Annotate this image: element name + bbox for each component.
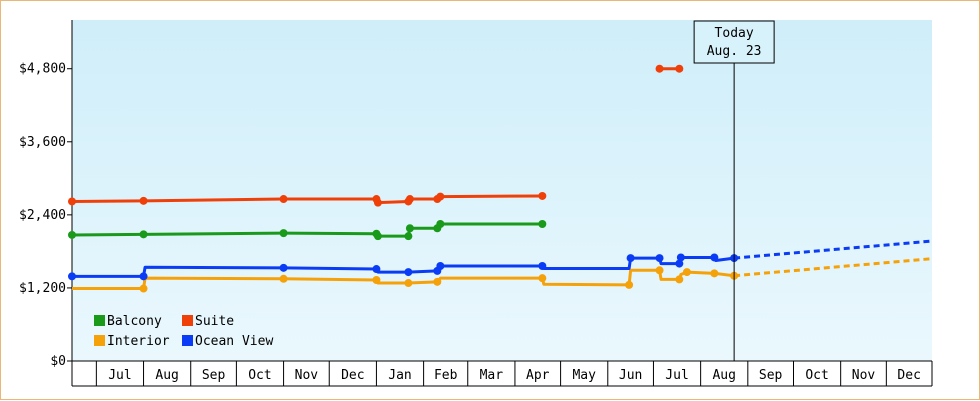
legend-label: Suite: [195, 314, 234, 329]
data-point-ocean-view: [372, 265, 381, 274]
data-point-ocean-view: [626, 254, 635, 263]
x-tick-label: Apr: [526, 368, 550, 383]
x-tick-label: Aug: [155, 368, 178, 383]
data-point-suite: [675, 64, 684, 73]
x-axis: Jul Aug Sep Oct Nov Dec Jan Feb Mar Apr May Jun Jul A…: [72, 360, 933, 387]
data-point-interior: [404, 279, 413, 288]
data-point-suite: [538, 191, 547, 200]
projection-ocean-view: [733, 239, 933, 260]
legend-label: Balcony: [107, 314, 162, 329]
data-point-suite: [139, 196, 148, 205]
x-tick-label: Sep: [759, 368, 783, 383]
x-tick-label: Oct: [248, 368, 271, 383]
y-tick-label: $2,400: [19, 208, 66, 223]
data-point-suite: [279, 195, 288, 204]
today-label: Today: [715, 26, 754, 41]
x-tick-label: May: [572, 368, 596, 383]
plot-area: [72, 20, 932, 361]
series-layer: [68, 64, 933, 293]
data-point-suite: [405, 195, 414, 204]
x-tick-label: Oct: [805, 368, 828, 383]
x-tick-label: Nov: [852, 368, 876, 383]
today-date: Aug. 23: [707, 44, 762, 59]
data-point-suite: [436, 192, 445, 201]
data-point-ocean-view: [68, 272, 76, 281]
data-point-balcony: [404, 232, 413, 241]
data-point-balcony: [373, 232, 382, 241]
data-point-interior: [675, 275, 684, 284]
data-point-balcony: [538, 219, 547, 228]
data-point-interior: [538, 274, 547, 283]
legend-swatch: [182, 315, 193, 326]
legend-label: Ocean View: [195, 334, 273, 349]
data-point-ocean-view: [436, 262, 445, 271]
data-point-interior: [682, 268, 691, 277]
x-tick-label: Jan: [388, 368, 411, 383]
data-point-ocean-view: [139, 272, 148, 281]
data-point-interior: [433, 277, 442, 286]
y-axis: $0 $1,200 $2,400 $3,600 $4,800: [19, 20, 73, 386]
y-tick-label: $3,600: [19, 135, 66, 150]
data-point-suite: [373, 198, 382, 207]
data-point-ocean-view: [676, 253, 685, 262]
today-box: [693, 20, 775, 64]
x-tick-label: Sep: [202, 368, 226, 383]
legend-label: Interior: [107, 334, 170, 349]
y-tick-label: $4,800: [19, 62, 66, 77]
y-tick-label: $1,200: [19, 281, 66, 296]
x-tick-label: Aug: [712, 368, 735, 383]
legend-swatch: [182, 335, 193, 346]
data-point-ocean-view: [538, 262, 547, 271]
data-point-ocean-view: [710, 253, 719, 262]
x-tick-label: Dec: [897, 368, 920, 383]
today-marker: Today Aug. 23: [693, 20, 775, 361]
data-point-balcony: [68, 230, 76, 239]
y-tick-label: $0: [50, 354, 66, 369]
data-point-balcony: [139, 230, 148, 239]
data-point-balcony: [436, 219, 445, 228]
data-point-interior: [655, 266, 664, 275]
x-tick-label: Jun: [619, 368, 642, 383]
data-point-ocean-view: [404, 268, 413, 277]
x-tick-label: Nov: [295, 368, 319, 383]
x-tick-label: Mar: [480, 368, 504, 383]
data-point-interior: [372, 276, 381, 285]
data-point-interior: [279, 274, 288, 283]
data-point-ocean-view: [655, 254, 664, 263]
data-point-interior: [625, 280, 634, 289]
legend-swatch: [94, 335, 105, 346]
data-point-balcony: [279, 229, 288, 238]
data-point-ocean-view: [675, 259, 684, 268]
legend-swatch: [94, 315, 105, 326]
data-point-interior: [710, 269, 719, 278]
data-point-suite: [655, 64, 664, 73]
data-point-interior: [139, 284, 148, 293]
data-point-ocean-view: [279, 263, 288, 272]
data-point-suite: [68, 197, 76, 206]
x-tick-label: Jul: [665, 368, 688, 383]
projection-interior: [733, 257, 933, 278]
legend: Balcony Suite Interior Ocean View: [94, 314, 273, 349]
x-tick-label: Feb: [434, 368, 458, 383]
x-tick-label: Jul: [108, 368, 131, 383]
x-tick-label: Dec: [341, 368, 364, 383]
data-point-balcony: [405, 224, 414, 233]
